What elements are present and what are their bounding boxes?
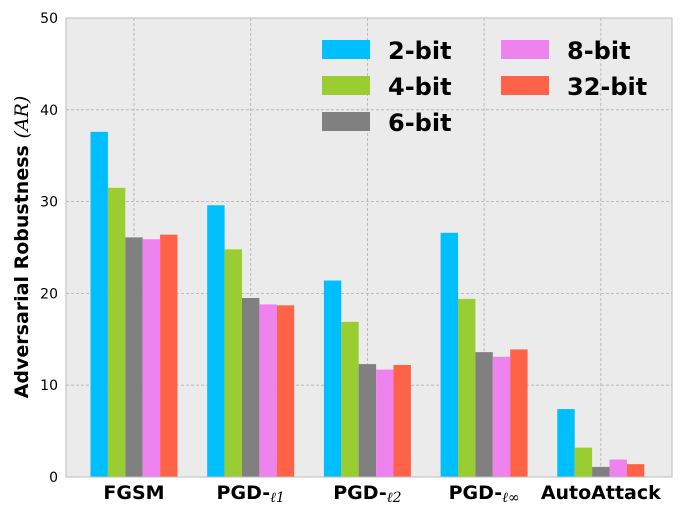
bar bbox=[574, 447, 593, 477]
legend-swatch bbox=[322, 40, 370, 59]
y-axis-label-text: Adversarial Robustness bbox=[11, 145, 33, 398]
x-tick-label: PGD-ℓ1 bbox=[217, 482, 285, 506]
x-tick-label-text: AutoAttack bbox=[541, 482, 661, 504]
bar bbox=[125, 237, 143, 477]
legend-label: 2-bit bbox=[388, 37, 452, 65]
legend-swatch bbox=[322, 112, 370, 131]
x-tick-label-text: FGSM bbox=[103, 482, 164, 504]
bar bbox=[592, 466, 610, 477]
bar bbox=[259, 304, 277, 477]
x-tick-label: AutoAttack bbox=[541, 482, 661, 504]
bar bbox=[323, 280, 342, 477]
bar bbox=[492, 356, 511, 477]
bar bbox=[224, 249, 242, 477]
x-tick-label-subscript: ℓ∞ bbox=[502, 490, 519, 506]
bar bbox=[90, 131, 108, 477]
bar bbox=[207, 205, 225, 477]
x-axis-ticks: FGSM PGD-ℓ1 PGD-ℓ2 PGD-ℓ∞ AutoAttack bbox=[103, 482, 661, 506]
bar bbox=[609, 459, 627, 477]
bar bbox=[107, 187, 126, 477]
legend-label: 8-bit bbox=[567, 37, 631, 65]
y-tick-label: 30 bbox=[40, 195, 58, 211]
y-tick-label: 20 bbox=[40, 286, 58, 302]
plot-border bbox=[65, 17, 673, 478]
bar bbox=[393, 365, 411, 477]
x-tick-label-text: PGD- bbox=[217, 482, 271, 504]
x-tick-label-text: PGD- bbox=[449, 482, 503, 504]
x-tick-label: PGD-ℓ2 bbox=[333, 482, 401, 506]
x-tick-label: PGD-ℓ∞ bbox=[449, 482, 520, 506]
y-tick-label: 50 bbox=[40, 11, 58, 27]
bar bbox=[242, 297, 260, 477]
y-tick-label: 10 bbox=[40, 378, 58, 394]
legend-label: 4-bit bbox=[388, 73, 452, 101]
bar bbox=[475, 352, 493, 477]
bar bbox=[358, 364, 377, 477]
bar bbox=[142, 239, 161, 477]
x-tick-label-subscript: ℓ1 bbox=[270, 490, 285, 506]
y-tick-label: 40 bbox=[40, 103, 58, 119]
x-tick-label-subscript: ℓ2 bbox=[387, 490, 402, 506]
legend-swatch bbox=[501, 40, 549, 59]
legend: 2-bit 4-bit 6-bit 8-bit 32-bit bbox=[322, 37, 647, 137]
bar bbox=[276, 305, 295, 477]
x-tick-label-text: PGD- bbox=[333, 482, 387, 504]
legend-label: 32-bit bbox=[567, 73, 647, 101]
bar bbox=[458, 298, 476, 477]
bar bbox=[626, 464, 645, 477]
y-axis-label: Adversarial Robustness (AR) bbox=[11, 96, 33, 399]
bars bbox=[90, 131, 645, 477]
bar bbox=[160, 234, 178, 477]
bar bbox=[376, 369, 394, 477]
x-tick-label: FGSM bbox=[103, 482, 164, 504]
y-tick-label: 0 bbox=[49, 470, 58, 486]
bar bbox=[510, 349, 528, 477]
bar bbox=[557, 409, 575, 477]
legend-swatch bbox=[501, 76, 549, 95]
y-axis-label-symbol: (AR) bbox=[11, 96, 33, 139]
bar bbox=[341, 321, 359, 477]
bar bbox=[440, 232, 458, 477]
legend-label: 6-bit bbox=[388, 109, 452, 137]
legend-swatch bbox=[322, 76, 370, 95]
y-axis-ticks: 0 10 20 30 40 50 bbox=[40, 11, 58, 486]
